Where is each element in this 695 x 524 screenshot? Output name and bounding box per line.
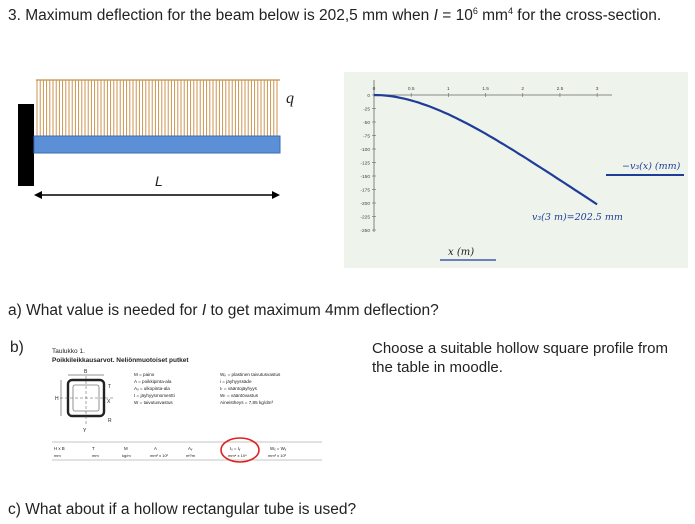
x-axis-label: x (m) [448,247,474,258]
q3-suffix: for the cross-section. [512,7,662,25]
x-tick-group: 0 0.5 1 1.5 2 2.5 3 [373,86,599,97]
y-tick-label: -200 [360,201,370,207]
y-tick-label: -175 [360,188,370,194]
table-col-unit: mm⁴ x 10⁴ [228,453,247,458]
y-tick-label: -50 [363,120,370,126]
question-3-text: 3. Maximum deflection for the beam below… [8,6,661,25]
dim-x-label: X [107,399,111,405]
dim-b-label: B [84,369,88,375]
dim-h-label: H [55,396,59,402]
legend-left-item: Aᵥ = ulkopinta-ala [134,386,170,391]
x-tick-label: 2 [521,86,524,92]
table-col-header: H x B [54,446,65,451]
q3-middle: = 10 [437,7,473,25]
x-tick-label: 2.5 [557,86,564,92]
deflection-plot-svg: 0 -25 -50 -75 -100 -125 -150 -175 -200 -225 -250 0… [360,80,684,261]
table-subtitle: Poikkileikkausarvot. Neliönmuotoiset put… [52,357,189,364]
table-legend-right: Wₚ = plastinen taivutusvastus i = jäyhyy… [220,372,281,405]
table-col-header: T [92,446,95,451]
dimension-arrow-left-icon [34,191,42,199]
qa-prefix: a) What value is needed for [8,302,202,319]
y-tick-label: -25 [363,107,370,113]
q3-exp4: 4 [507,6,513,16]
dim-r-label: R [108,418,112,424]
legend-label: −v₃(x) (mm) [622,161,681,172]
deflection-plot: 0 -25 -50 -75 -100 -125 -150 -175 -200 -225 -250 0… [344,72,688,268]
table-col-header: Iₓ = Iᵧ [230,446,241,451]
load-label-q: q [286,90,294,107]
q3-prefix: 3. Maximum deflection for the beam below… [8,7,434,25]
question-a-text: a) What value is needed for I to get max… [8,302,439,320]
table-col-unit: mm [54,453,61,458]
legend-left-item: W = taivutusvastus [134,400,173,405]
profile-table-excerpt: Taulukko 1. Poikkileikkausarvot. Neliönm… [52,348,322,463]
table-col-unit: kg/m [122,453,131,458]
question-b-label: b) [10,339,24,356]
fixed-wall-support [18,104,34,186]
x-tick-label: 1 [447,86,450,92]
table-col-unit: mm³ x 10³ [268,453,287,458]
y-tick-label: -125 [360,161,370,167]
q3-var-i: I [433,7,438,25]
cantilever-beam-figure: q L [18,79,294,199]
q3-exp6: 6 [472,6,478,16]
table-col-header: M [124,446,128,451]
table-title: Taulukko 1. [52,348,85,355]
length-label-l: L [155,173,163,189]
legend-left-item: I = jäyhyysmomentti [134,393,175,398]
question-c-text: c) What about if a hollow rectangular tu… [8,501,357,518]
table-col-header: Wₓ = Wᵧ [270,446,287,451]
legend-right-item: Iₜ = vääntojäyhyys [220,386,258,391]
qa-var-i: I [201,302,207,319]
deflection-curve [373,93,598,206]
qa-suffix: to get maximum 4mm deflection? [206,302,439,319]
table-legend-left: M = paino A = poikkipinta-ala Aᵥ = ulkop… [134,372,175,405]
max-deflection-annotation: v₃(3 m)=202.5 mm [532,212,623,223]
table-col-unit: mm [92,453,99,458]
x-tick-label: 1.5 [482,86,489,92]
x-tick-label: 0 [373,86,376,92]
y-tick-label: -150 [360,174,370,180]
y-tick-label: -100 [360,147,370,153]
dim-y-label: Y [83,428,87,434]
y-tick-label: -75 [363,134,370,140]
table-col-unit: m²/m [186,453,196,458]
legend-right-item: Wₜ = vääntövastus [220,393,259,398]
legend-right-item: i = jäyhyyssäde [220,379,252,384]
q3-unit: mm [477,7,508,25]
y-tick-label: -250 [360,228,370,234]
table-col-header: Aᵥ [188,446,193,451]
highlight-circle-ix-column [220,437,260,463]
dim-t-label: T [108,384,111,390]
legend-right-item: Aineistheys = 7,85 kg/dm³ [220,400,273,405]
legend-left-item: M = paino [134,372,155,377]
question-b-text: Choose a suitable hollow square profile … [372,340,668,376]
y-tick-group: 0 -25 -50 -75 -100 -125 -150 -175 -200 -225 -250 [360,93,376,234]
y-tick-label: 0 [367,93,370,99]
table-col-header: A [154,446,157,451]
x-tick-label: 0.5 [408,86,415,92]
distributed-load-lines [36,80,278,136]
beam-body [33,135,281,154]
y-tick-label: -225 [360,215,370,221]
hollow-square-section-sketch: B H T R X Y [55,369,114,434]
table-header-row: H x B T M A Aᵥ Iₓ = Iᵧ Wₓ = Wᵧ mm mm kg/… [54,446,287,458]
legend-left-item: A = poikkipinta-ala [134,379,172,384]
legend-right-item: Wₚ = plastinen taivutusvastus [220,372,281,377]
x-tick-label: 3 [596,86,599,92]
dimension-arrow-right-icon [272,191,280,199]
table-col-unit: mm² x 10² [150,453,169,458]
